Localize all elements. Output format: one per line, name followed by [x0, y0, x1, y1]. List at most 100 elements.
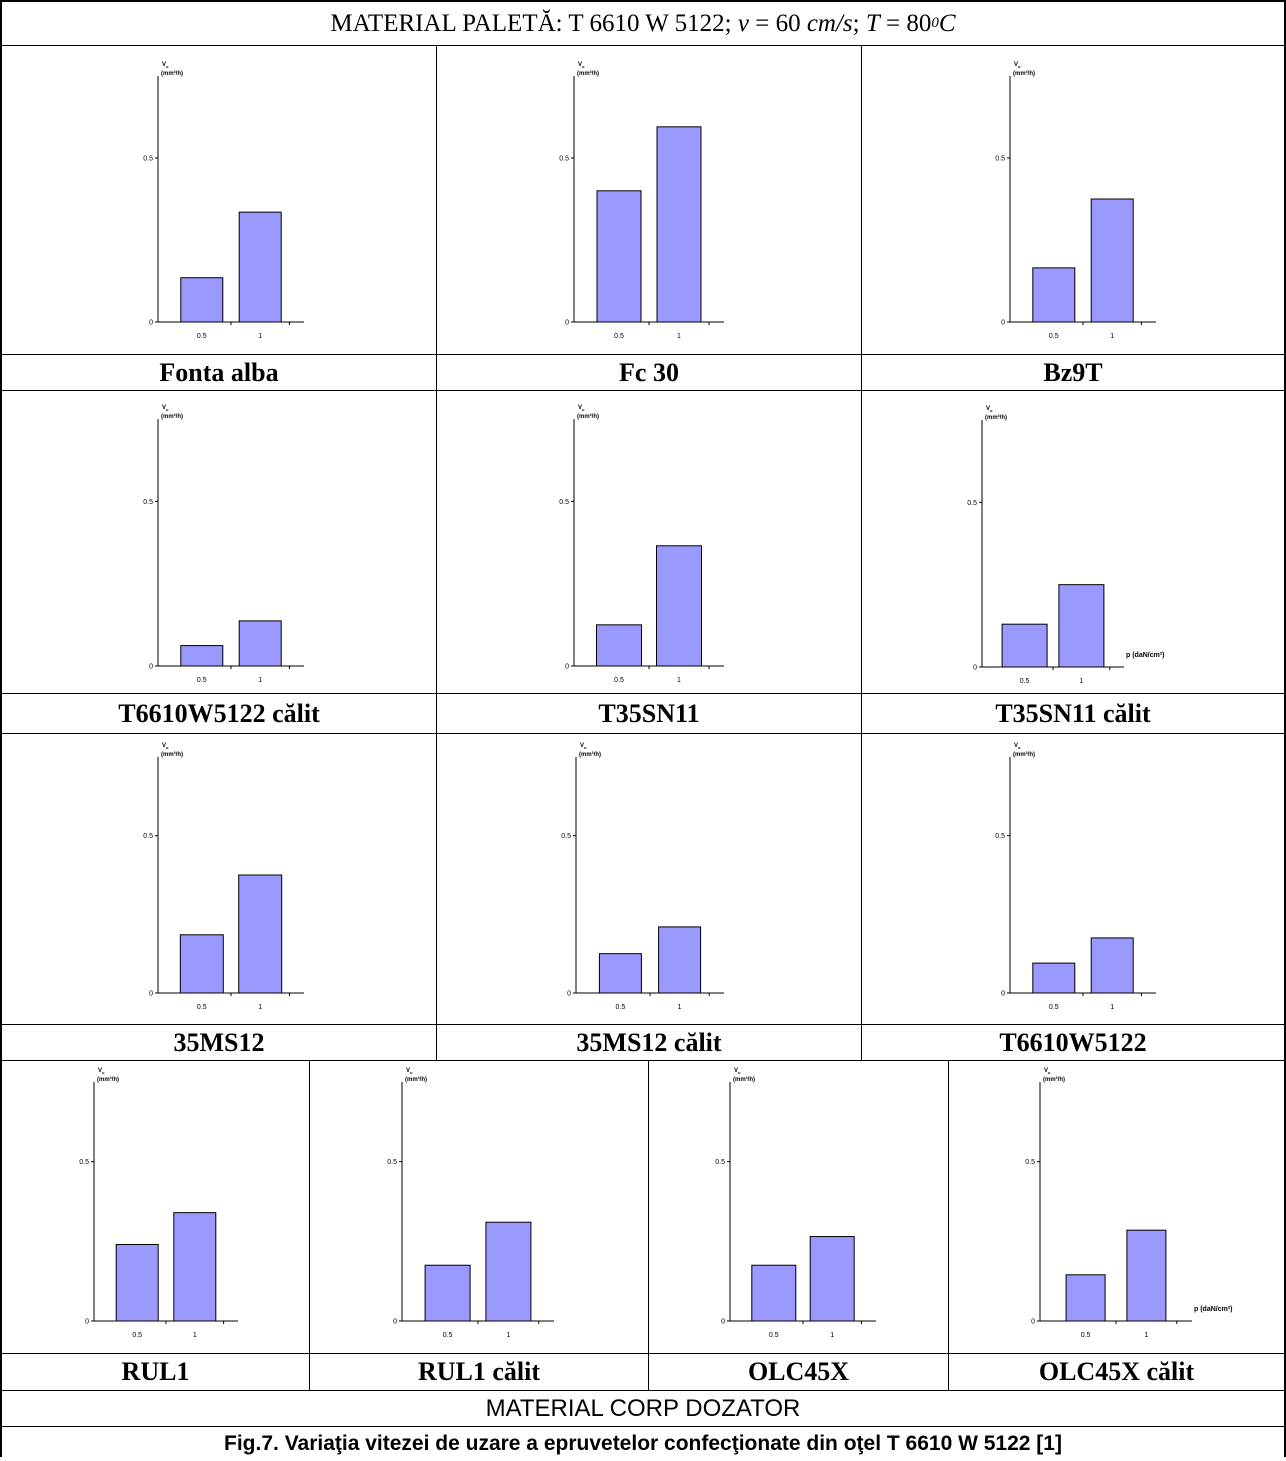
x-tick-label: 1	[678, 1004, 682, 1011]
x-tick-label: 1	[1079, 678, 1083, 685]
bar	[238, 211, 282, 323]
y-axis-label-subscript: u	[166, 407, 169, 412]
y-tick-label: 0	[567, 991, 571, 998]
y-axis-unit-label: (mm³/h)	[733, 1076, 755, 1083]
x-tick-label: 0.5	[1081, 1332, 1091, 1339]
bar	[1065, 1274, 1106, 1322]
bar	[1001, 623, 1048, 668]
y-axis-label-subscript: u	[582, 407, 585, 412]
bar	[180, 645, 224, 667]
y-axis-unit-label: (mm³/h)	[577, 70, 599, 77]
title-prefix: MATERIAL PALETĂ: T 6610 W 5122;	[330, 9, 732, 37]
y-tick-label: 0.5	[559, 156, 569, 163]
bar	[238, 620, 282, 667]
bar	[1126, 1229, 1167, 1322]
y-tick-label: 0	[1001, 320, 1005, 327]
x-tick-label: 1	[677, 333, 681, 340]
material-label: OLC45X călit	[1038, 1357, 1195, 1386]
hline-5	[0, 733, 1286, 734]
x-tick-label: 0.5	[616, 1004, 626, 1011]
x-tick-label: 1	[1110, 1004, 1114, 1011]
x-tick-label: 0.5	[1049, 333, 1059, 340]
y-axis-label: V	[734, 1068, 738, 1074]
bar-chart: 0 0.5 0.5 1 V u(mm³/h)	[387, 1068, 554, 1339]
bar	[485, 1221, 532, 1322]
bar	[598, 953, 642, 994]
vline-b3	[948, 1060, 949, 1390]
title-T: T	[865, 9, 880, 37]
y-axis-label-subscript: u	[1018, 745, 1021, 750]
hline-6	[0, 1024, 1286, 1025]
y-axis-label: V	[1014, 743, 1018, 749]
title-v-value: = 60	[748, 9, 807, 37]
y-tick-label: 0.5	[995, 156, 1005, 163]
material-label: 35MS12	[173, 1027, 265, 1057]
x-tick-label: 1	[193, 1332, 197, 1339]
bar	[596, 624, 642, 667]
material-corp-label: MATERIAL CORP DOZATOR	[485, 1394, 801, 1422]
bar	[809, 1236, 855, 1322]
y-axis-label-subscript: u	[410, 1070, 413, 1075]
bar	[180, 277, 224, 323]
y-axis-unit-label: (mm³/h)	[161, 413, 183, 420]
x-tick-label: 1	[506, 1332, 510, 1339]
hline-1	[0, 45, 1286, 46]
hline-4	[0, 693, 1286, 694]
material-label: Fonta alba	[159, 357, 279, 387]
y-axis-label: V	[1044, 1068, 1048, 1074]
bar-chart: 0 0.5 0.5 1 V u(mm³/h)	[79, 1068, 238, 1339]
hline-8	[0, 1353, 1286, 1354]
material-label: T35SN11 călit	[995, 698, 1151, 728]
y-axis-unit-label: (mm³/h)	[1043, 1076, 1065, 1083]
hline-3	[0, 390, 1286, 391]
vline-a1	[436, 45, 437, 1060]
figure-caption: Fig.7. Variaţia vitezei de uzare a epruv…	[224, 1432, 1062, 1455]
y-axis-unit-label: (mm³/h)	[405, 1076, 427, 1083]
y-axis-unit-label: (mm³/h)	[1013, 751, 1035, 758]
x-tick-label: 0.5	[1049, 1004, 1059, 1011]
x-tick-label: 0.5	[769, 1332, 779, 1339]
bar	[751, 1264, 797, 1322]
x-tick-label: 0.5	[197, 1004, 207, 1011]
title-v: v	[737, 9, 749, 37]
y-axis-unit-label: (mm³/h)	[577, 413, 599, 420]
vline-a2	[861, 45, 862, 1060]
y-axis-label-subscript: u	[1018, 64, 1021, 69]
bar	[238, 874, 283, 994]
bar-chart: 0 0.5 0.5 1 V u(mm³/h) p (daN/cm²)	[1025, 1068, 1232, 1339]
y-tick-label: 0.5	[561, 833, 571, 840]
y-tick-label: 0.5	[143, 156, 153, 163]
header-title: MATERIAL PALETĂ: T 6610 W 5122; v = 60 c…	[330, 9, 956, 37]
y-tick-label: 0	[393, 1319, 397, 1326]
x-tick-label: 0.5	[132, 1332, 142, 1339]
y-tick-label: 0	[721, 1319, 725, 1326]
title-T-value: = 80	[879, 9, 932, 37]
y-axis-unit-label: (mm³/h)	[985, 414, 1007, 421]
y-axis-unit-label: (mm³/h)	[161, 751, 183, 758]
y-tick-label: 0.5	[143, 833, 153, 840]
bar-chart: 0 0.5 0.5 1 V u(mm³/h)	[143, 62, 304, 340]
bar	[596, 190, 642, 323]
x-tick-label: 0.5	[197, 333, 207, 340]
bar-chart: 0 0.5 0.5 1 V u(mm³/h)	[715, 1068, 876, 1339]
x-tick-label: 1	[677, 677, 681, 684]
y-tick-label: 0.5	[79, 1159, 89, 1166]
x-tick-label: 1	[258, 1004, 262, 1011]
vline-b1	[309, 1060, 310, 1390]
y-axis-label: V	[162, 62, 166, 68]
y-tick-label: 0	[149, 991, 153, 998]
y-axis-label: V	[578, 405, 582, 411]
y-axis-label: V	[162, 405, 166, 411]
bar-chart: 0 0.5 0.5 1 V u(mm³/h)	[561, 743, 724, 1011]
y-tick-label: 0	[1031, 1319, 1035, 1326]
y-axis-label: V	[162, 743, 166, 749]
bar-chart: 0 0.5 0.5 1 V u(mm³/h)	[995, 743, 1156, 1011]
hline-10	[0, 1426, 1286, 1427]
x-tick-label: 1	[1144, 1332, 1148, 1339]
y-axis-label-subscript: u	[166, 745, 169, 750]
bar	[1090, 198, 1134, 323]
bar-chart: 0 0.5 0.5 1 V u(mm³/h)	[559, 405, 724, 684]
x-tick-label: 0.5	[614, 677, 624, 684]
bar	[1032, 267, 1076, 323]
